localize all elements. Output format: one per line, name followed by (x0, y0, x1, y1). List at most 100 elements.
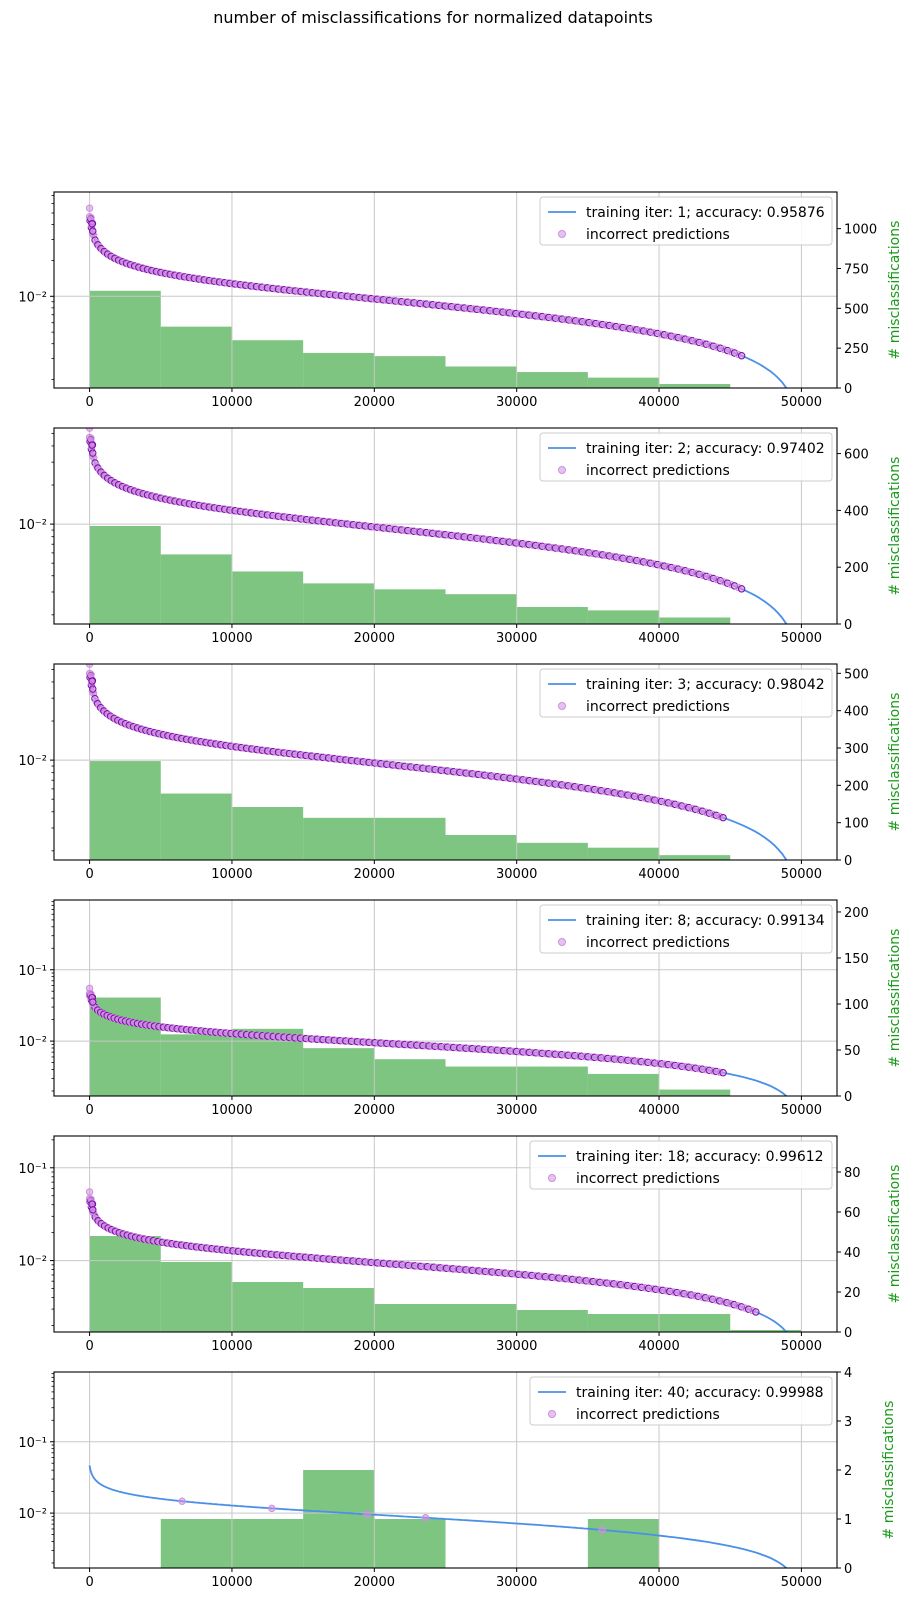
histogram-bar (374, 589, 446, 624)
x-tick-label: 30000 (496, 1339, 537, 1354)
legend-box (529, 1140, 833, 1190)
histogram (89, 761, 731, 860)
legend-points-label: incorrect predictions (586, 935, 730, 951)
panels: 0 10000 20000 30000 40000 5000010⁻²0250500750… (18, 191, 903, 1590)
legend-line-label: training iter: 18; accuracy: 0.99612 (576, 1149, 824, 1165)
y-right-tick-label: 200 (844, 779, 869, 794)
histogram-bar (231, 340, 304, 388)
histogram-bar (659, 1314, 731, 1332)
legend: training iter: 18; accuracy: 0.99612 inco… (529, 1140, 833, 1190)
figure-title: number of misclassifications for normali… (213, 8, 653, 27)
x-tick-label: 0 (85, 1575, 93, 1590)
incorrect-prediction-point (87, 434, 95, 443)
x-tick-label: 30000 (496, 631, 537, 646)
x-tick-label: 20000 (354, 1575, 395, 1590)
y-right-tick-label: 0 (844, 618, 852, 633)
incorrect-prediction-point (88, 677, 96, 685)
legend-point-swatch (548, 1410, 556, 1418)
histogram-bar (516, 372, 588, 388)
legend-points-label: incorrect predictions (586, 227, 730, 243)
histogram-bar (445, 834, 517, 860)
x-tick-label: 30000 (496, 867, 537, 882)
histogram-bar (160, 1034, 232, 1096)
x-tick-label: 30000 (496, 395, 537, 410)
histogram-bar (231, 806, 304, 860)
legend-box (539, 904, 833, 954)
y-right-tick-label: 500 (844, 302, 869, 317)
histogram-bar (89, 761, 161, 860)
histogram-bar (303, 352, 375, 388)
histogram-bar (303, 583, 375, 624)
histogram-bar (659, 384, 731, 388)
y-right-tick-label: 400 (844, 504, 869, 519)
legend-points-label: incorrect predictions (576, 1171, 720, 1187)
legend-box (539, 196, 833, 246)
x-tick-label: 20000 (354, 631, 395, 646)
incorrect-prediction-point (178, 1497, 186, 1505)
x-tick-label: 40000 (638, 631, 679, 646)
histogram-bar (445, 366, 517, 388)
x-tick-label: 10000 (211, 1339, 252, 1354)
histogram-bar (516, 842, 588, 860)
histogram-bar (89, 526, 161, 624)
x-tick-label: 10000 (211, 631, 252, 646)
incorrect-prediction-point (89, 685, 97, 693)
histogram-bar (89, 1236, 161, 1332)
y-right-tick-label: 300 (844, 742, 869, 757)
y-left-tick-label: 10⁻¹ (18, 1436, 47, 1451)
x-tick-label: 40000 (638, 867, 679, 882)
legend-line-label: training iter: 8; accuracy: 0.99134 (586, 913, 825, 929)
x-tick-label: 30000 (496, 1575, 537, 1590)
x-tick-label: 0 (85, 1103, 93, 1118)
incorrect-predictions (85, 428, 746, 593)
incorrect-prediction-point (421, 1514, 430, 1522)
y-left-tick-label: 10⁻² (18, 518, 47, 533)
y-right-tick-label: 0 (844, 1562, 852, 1577)
legend-points-label: incorrect predictions (576, 1407, 720, 1423)
histogram (89, 290, 731, 388)
incorrect-predictions (85, 664, 727, 822)
y-right-axis-label: # misclassifications (881, 1401, 897, 1540)
y-right-tick-label: 20 (844, 1286, 861, 1301)
legend-point-swatch (548, 1174, 556, 1182)
x-tick-label: 50000 (781, 631, 822, 646)
x-tick-label: 0 (85, 1339, 93, 1354)
axes-frame (53, 427, 838, 625)
histogram-bar (659, 855, 731, 860)
x-tick-label: 10000 (211, 395, 252, 410)
histogram (89, 1236, 802, 1332)
legend-line-label: training iter: 40; accuracy: 0.99988 (576, 1385, 824, 1401)
incorrect-predictions (85, 204, 746, 360)
histogram-bar (303, 1048, 375, 1096)
x-tick-label: 0 (85, 867, 93, 882)
histogram-bar (445, 594, 517, 624)
histogram-bar (587, 1314, 660, 1332)
legend-points-label: incorrect predictions (586, 699, 730, 715)
y-right-tick-label: 50 (844, 1044, 861, 1059)
legend-point-swatch (558, 938, 566, 946)
y-right-tick-label: 60 (844, 1206, 861, 1221)
histogram-bar (160, 554, 232, 624)
legend-line-label: training iter: 1; accuracy: 0.95876 (586, 205, 825, 221)
y-right-tick-label: 250 (844, 342, 869, 357)
chart-panel-6: 0 10000 20000 30000 40000 50000 10⁻² 10⁻¹ 0 1 2 3 4 #… (18, 1366, 897, 1590)
y-left-tick-label: 10⁻² (18, 754, 47, 769)
x-tick-label: 20000 (354, 395, 395, 410)
incorrect-prediction-point (737, 585, 746, 593)
y-right-tick-label: 400 (844, 705, 869, 720)
histogram-bar (445, 1304, 517, 1332)
histogram (160, 1470, 660, 1568)
y-left-tick-label: 10⁻¹ (18, 1162, 47, 1177)
histogram-bar (659, 617, 731, 624)
y-right-tick-label: 100 (844, 998, 869, 1013)
legend-box (529, 1376, 833, 1426)
y-left-tick-label: 10⁻² (18, 1035, 47, 1050)
histogram-bar (374, 1059, 446, 1096)
y-right-axis-label: # misclassifications (887, 693, 903, 832)
incorrect-prediction-point (89, 998, 97, 1006)
histogram (89, 526, 731, 624)
x-tick-label: 50000 (781, 1103, 822, 1118)
x-tick-label: 10000 (211, 1575, 252, 1590)
y-right-tick-label: 200 (844, 906, 869, 921)
legend-point-swatch (558, 466, 566, 474)
